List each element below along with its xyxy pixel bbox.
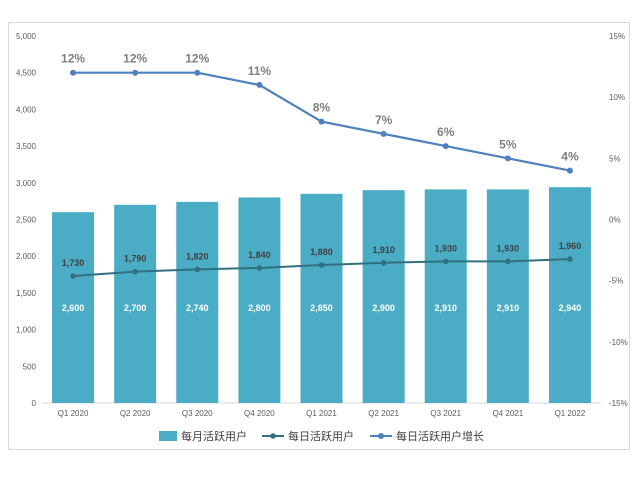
dau-point — [132, 268, 138, 275]
growth-point — [318, 118, 325, 125]
bar-value-label: 2,800 — [248, 303, 271, 313]
growth-value-label: 7% — [375, 113, 393, 127]
bar-mau — [238, 197, 281, 403]
growth-point — [132, 69, 139, 76]
bar-mau — [114, 204, 157, 403]
growth-point — [256, 81, 263, 88]
x-tick-label: Q3 2021 — [430, 409, 461, 418]
legend-label-growth: 每日活跃用户增长 — [396, 429, 484, 443]
bar-mau — [52, 212, 95, 403]
bar-value-label: 2,940 — [559, 303, 582, 313]
bar-value-label: 2,700 — [124, 303, 147, 313]
dau-value-label: 1,880 — [310, 247, 333, 257]
dau-value-label: 1,820 — [186, 251, 209, 261]
growth-point — [380, 130, 387, 137]
bar-mau — [486, 189, 529, 403]
y-left-tick-label: 1,500 — [16, 289, 37, 298]
legend-swatch-mau — [159, 431, 177, 441]
bar-value-label: 2,600 — [62, 303, 85, 313]
dau-value-label: 1,730 — [62, 258, 85, 268]
y-right-tick-label: 0% — [609, 216, 621, 225]
dau-point — [380, 260, 387, 266]
dau-point — [567, 256, 573, 262]
growth-point — [566, 167, 573, 174]
dau-point — [194, 266, 201, 273]
bar-mau — [548, 187, 591, 403]
y-right-tick-label: -10% — [609, 338, 628, 347]
y-left-tick-label: 0 — [32, 399, 37, 408]
growth-value-label: 4% — [561, 150, 579, 164]
growth-point — [70, 69, 77, 76]
legend-label-mau: 每月活跃用户 — [181, 429, 247, 443]
growth-value-label: 8% — [313, 101, 331, 115]
dau-value-label: 1,840 — [248, 250, 271, 260]
growth-value-label: 6% — [437, 125, 455, 139]
bar-mau — [424, 189, 467, 403]
dau-point — [256, 265, 263, 271]
dau-value-label: 1,790 — [124, 254, 147, 264]
growth-point — [442, 143, 449, 150]
x-tick-label: Q4 2021 — [492, 409, 523, 418]
y-left-tick-label: 2,000 — [16, 252, 37, 261]
x-tick-label: Q2 2021 — [368, 409, 399, 418]
dau-value-label: 1,930 — [497, 243, 520, 253]
dau-value-label: 1,960 — [559, 241, 582, 251]
growth-value-label: 12% — [123, 52, 147, 66]
y-left-tick-label: 3,000 — [16, 179, 37, 188]
y-left-tick-label: 2,500 — [16, 216, 37, 225]
legend-marker-growth — [378, 433, 384, 439]
bar-mau — [362, 190, 405, 403]
y-right-tick-label: 10% — [609, 93, 625, 102]
dau-point — [70, 273, 76, 279]
x-tick-label: Q1 2021 — [306, 409, 337, 418]
growth-point — [504, 155, 511, 162]
bar-mau — [300, 193, 343, 403]
y-left-tick-label: 4,000 — [16, 105, 37, 114]
dau-value-label: 1,910 — [372, 245, 395, 255]
y-right-tick-label: 5% — [609, 154, 621, 163]
dau-point — [505, 258, 511, 265]
bar-value-label: 2,900 — [372, 303, 395, 313]
y-right-tick-label: 15% — [609, 32, 625, 41]
x-tick-label: Q1 2022 — [555, 409, 586, 418]
y-left-tick-label: 1,000 — [16, 326, 37, 335]
y-left-tick-label: 5,000 — [16, 32, 37, 41]
growth-value-label: 5% — [499, 137, 517, 151]
dau-value-label: 1,930 — [434, 243, 457, 253]
bar-mau — [176, 201, 219, 403]
x-tick-label: Q3 2020 — [182, 409, 213, 418]
dau-point — [318, 262, 325, 268]
y-left-tick-label: 3,500 — [16, 142, 37, 151]
bar-value-label: 2,910 — [497, 303, 520, 313]
bar-value-label: 2,740 — [186, 303, 209, 313]
x-tick-label: Q1 2020 — [58, 409, 89, 418]
legend-label-dau: 每日活跃用户 — [288, 429, 354, 443]
bar-value-label: 2,850 — [310, 303, 333, 313]
legend-marker-dau — [270, 433, 276, 439]
y-right-tick-label: -15% — [609, 399, 628, 408]
growth-value-label: 11% — [248, 64, 272, 78]
y-right-tick-label: -5% — [609, 277, 623, 286]
growth-value-label: 12% — [61, 52, 85, 66]
bar-value-label: 2,910 — [434, 303, 457, 313]
dau-point — [442, 258, 449, 265]
y-left-tick-label: 500 — [23, 362, 37, 371]
growth-value-label: 12% — [185, 52, 209, 66]
y-left-tick-label: 4,500 — [16, 69, 37, 78]
x-tick-label: Q2 2020 — [120, 409, 151, 418]
growth-point — [194, 69, 201, 76]
x-tick-label: Q4 2020 — [244, 409, 275, 418]
